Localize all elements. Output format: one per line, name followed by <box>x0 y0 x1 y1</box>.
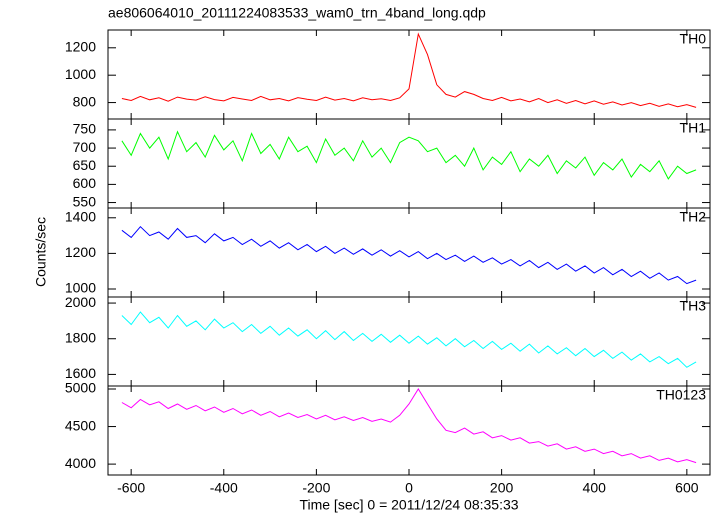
y-tick-label: 4500 <box>65 417 96 433</box>
panel-label: TH2 <box>680 209 707 225</box>
panel-label: TH1 <box>680 120 707 136</box>
y-tick-label: 1400 <box>65 208 96 224</box>
y-tick-label: 5000 <box>65 380 96 396</box>
x-tick-label: 200 <box>490 480 514 496</box>
panel-frame <box>107 385 711 476</box>
y-tick-label: 1600 <box>65 365 96 381</box>
data-line <box>121 32 697 108</box>
y-tick-label: 600 <box>73 175 97 191</box>
data-line <box>121 225 697 285</box>
y-tick-label: 800 <box>73 93 97 109</box>
panel-frame <box>107 296 711 387</box>
y-tick-label: 1200 <box>65 39 96 55</box>
data-line <box>121 388 697 464</box>
data-line <box>121 130 697 180</box>
chart-title: ae806064010_20111224083533_wam0_trn_4ban… <box>108 5 486 21</box>
y-tick-label: 750 <box>73 121 97 137</box>
x-tick-label: 0 <box>405 480 413 496</box>
y-tick-label: 4000 <box>65 455 96 471</box>
x-tick-label: -200 <box>302 480 330 496</box>
panel-frame <box>107 29 711 120</box>
y-axis-label: Counts/sec <box>33 217 49 287</box>
y-tick-label: 650 <box>73 157 97 173</box>
x-tick-label: 400 <box>583 480 607 496</box>
panel-frame <box>107 118 711 209</box>
y-tick-label: 2000 <box>65 294 96 310</box>
y-tick-label: 550 <box>73 193 97 209</box>
x-tick-label: 600 <box>675 480 699 496</box>
data-line <box>121 311 697 368</box>
panel-label: TH3 <box>680 298 707 314</box>
x-tick-label: -400 <box>210 480 238 496</box>
panel-frame <box>107 207 711 298</box>
y-tick-label: 1800 <box>65 329 96 345</box>
y-tick-label: 1200 <box>65 244 96 260</box>
y-tick-label: 1000 <box>65 280 96 296</box>
y-tick-label: 1000 <box>65 66 96 82</box>
panel-label: TH0 <box>680 31 707 47</box>
x-axis-label: Time [sec] 0 = 2011/12/24 08:35:33 <box>299 497 518 513</box>
y-tick-label: 700 <box>73 139 97 155</box>
panel-label: TH0123 <box>656 387 706 403</box>
x-tick-label: -600 <box>117 480 145 496</box>
